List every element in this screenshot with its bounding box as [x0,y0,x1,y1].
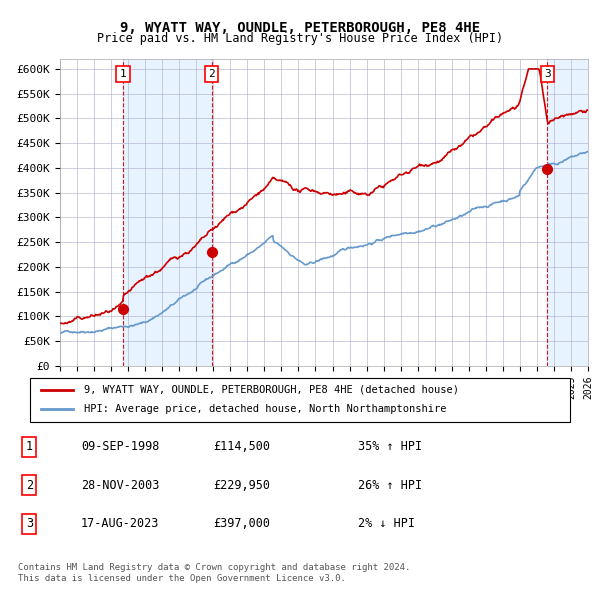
Text: 09-SEP-1998: 09-SEP-1998 [81,440,160,454]
Text: Contains HM Land Registry data © Crown copyright and database right 2024.
This d: Contains HM Land Registry data © Crown c… [18,563,410,583]
Text: £114,500: £114,500 [214,440,271,454]
Text: 3: 3 [26,517,33,530]
Text: 3: 3 [544,69,551,79]
Bar [547,59,588,366]
FancyBboxPatch shape [30,378,570,422]
Text: 9, WYATT WAY, OUNDLE, PETERBOROUGH, PE8 4HE (detached house): 9, WYATT WAY, OUNDLE, PETERBOROUGH, PE8 … [84,385,459,395]
Text: 35% ↑ HPI: 35% ↑ HPI [358,440,422,454]
Text: 28-NOV-2003: 28-NOV-2003 [81,478,160,492]
Text: 26% ↑ HPI: 26% ↑ HPI [358,478,422,492]
Text: 1: 1 [26,440,33,454]
Text: 2: 2 [208,69,215,79]
Text: £229,950: £229,950 [214,478,271,492]
Text: 17-AUG-2023: 17-AUG-2023 [81,517,160,530]
Bar [123,59,212,366]
Text: 2% ↓ HPI: 2% ↓ HPI [358,517,415,530]
Text: 9, WYATT WAY, OUNDLE, PETERBOROUGH, PE8 4HE: 9, WYATT WAY, OUNDLE, PETERBOROUGH, PE8 … [120,21,480,35]
Text: 1: 1 [119,69,126,79]
Text: £397,000: £397,000 [214,517,271,530]
Text: 2: 2 [26,478,33,492]
Text: Price paid vs. HM Land Registry's House Price Index (HPI): Price paid vs. HM Land Registry's House … [97,32,503,45]
Text: HPI: Average price, detached house, North Northamptonshire: HPI: Average price, detached house, Nort… [84,405,446,414]
